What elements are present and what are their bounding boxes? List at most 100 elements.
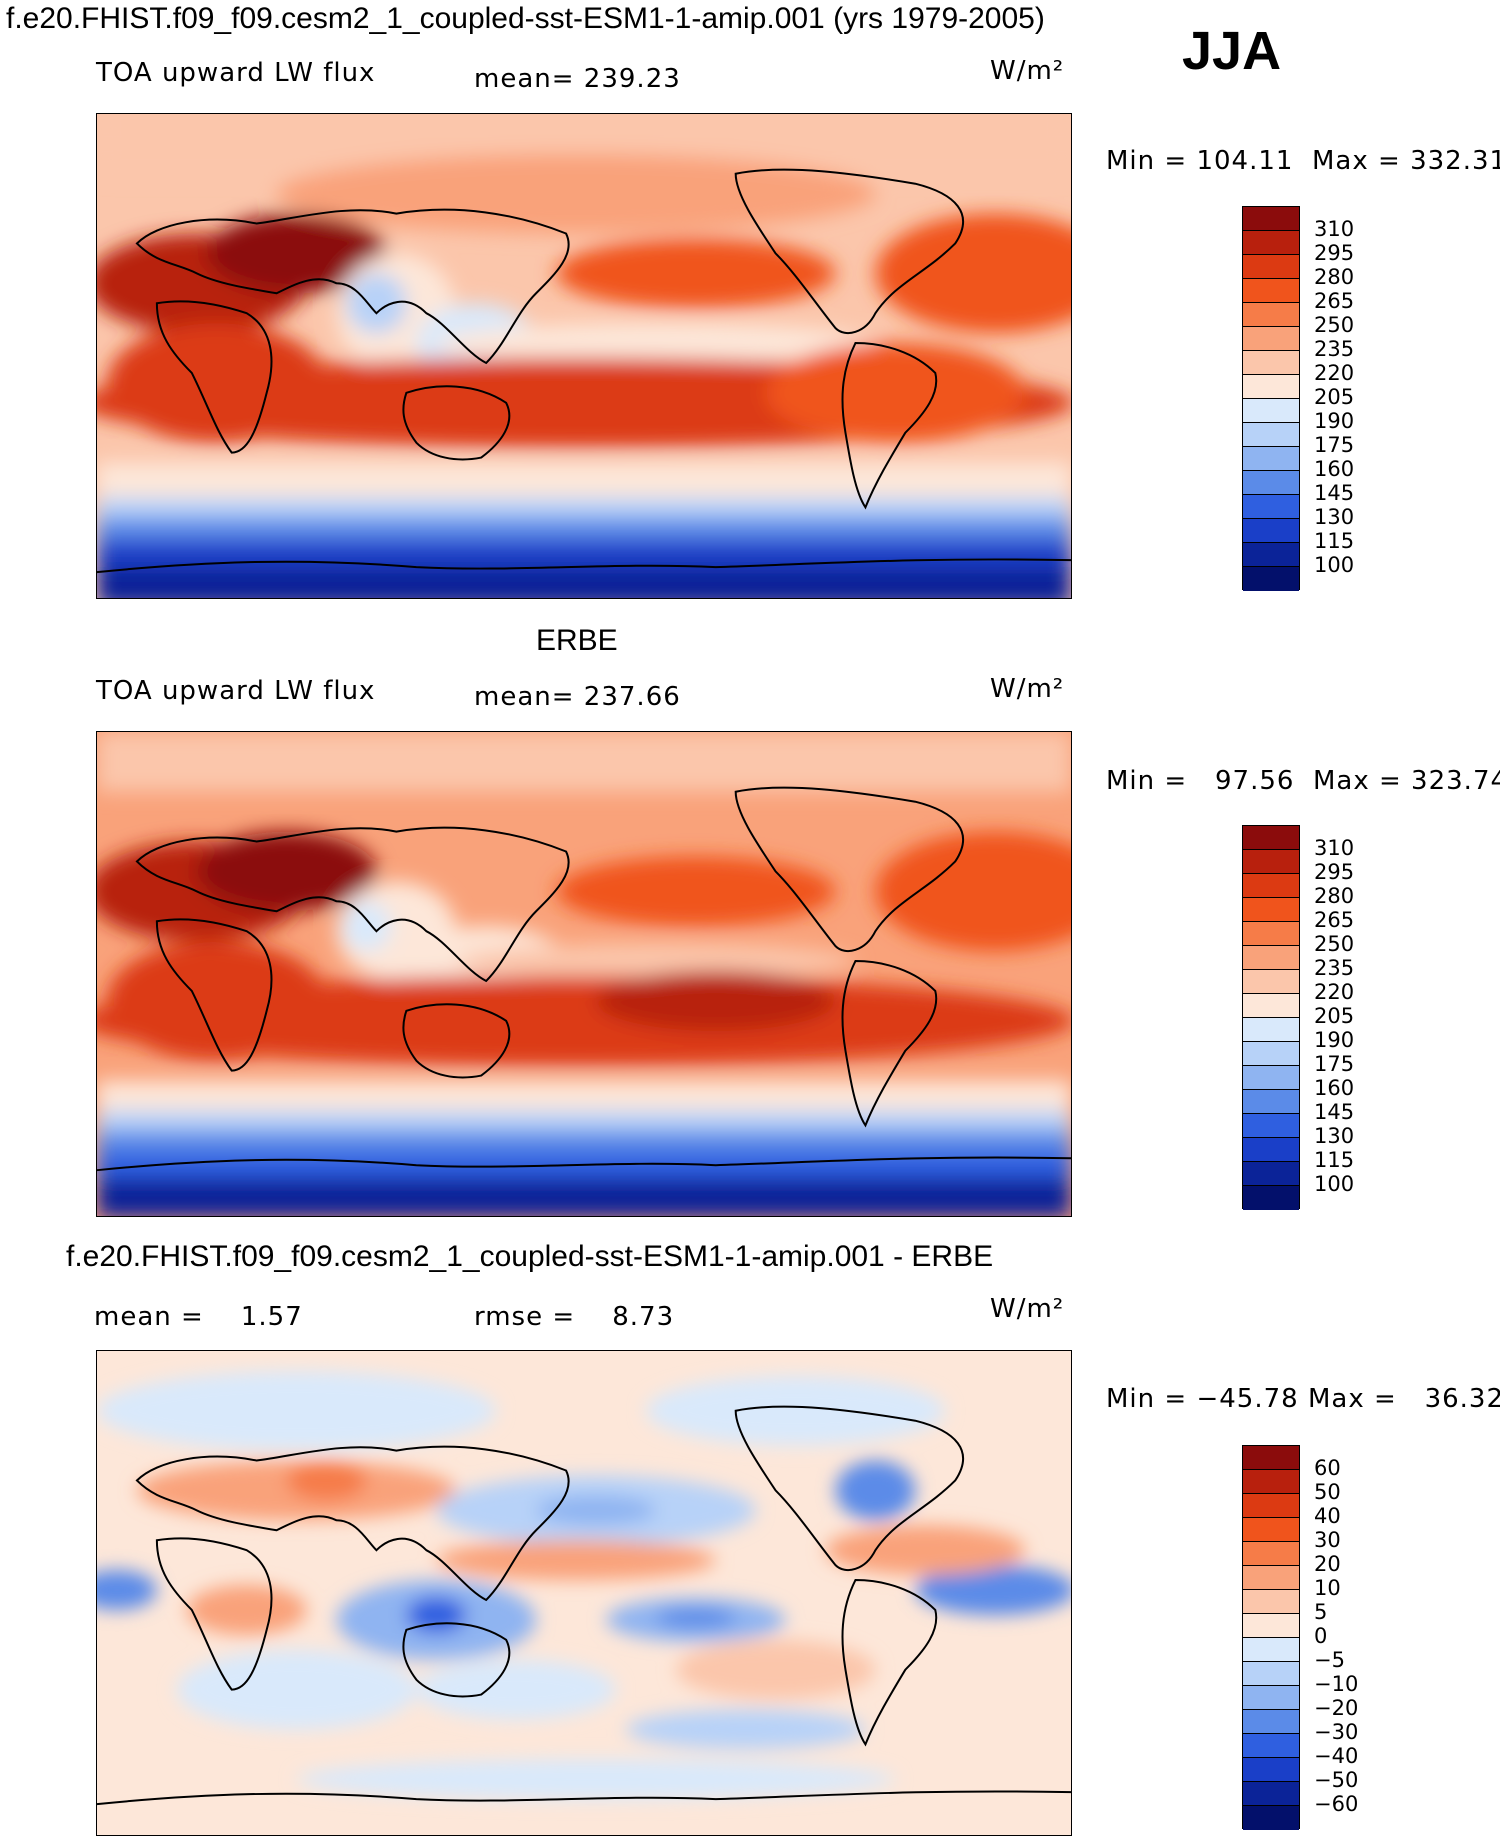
panel2-colorbar-segment	[1243, 850, 1299, 874]
panel3-colorbar-tick-label: 50	[1314, 1480, 1341, 1504]
panel2-colorbar-tick-label: 265	[1314, 908, 1355, 932]
panel1-colorbar-tick-label: 100	[1314, 553, 1355, 577]
panel3-colorbar-segment	[1243, 1494, 1299, 1518]
panel1-colorbar-segment	[1243, 471, 1299, 495]
panel3-colorbar-tick-label: 40	[1314, 1504, 1341, 1528]
antarctica-coastline	[97, 1156, 1071, 1172]
panel1-colorbar-segment	[1243, 255, 1299, 279]
panel3-heading: f.e20.FHIST.f09_f09.cesm2_1_coupled-sst-…	[66, 1240, 994, 1273]
australia-coastline	[402, 1622, 511, 1698]
panel3-colorbar-segment	[1243, 1662, 1299, 1686]
panel1-colorbar-tick-label: 130	[1314, 505, 1355, 529]
panel3-colorbar-tick-label: −50	[1314, 1768, 1359, 1792]
panel3-colorbar-segment	[1243, 1542, 1299, 1566]
panel3-mean: mean = 1.57	[94, 1302, 303, 1332]
panel1-colorbar-tick-label: 115	[1314, 529, 1355, 553]
panel1-map	[96, 113, 1072, 599]
north-america-coastline	[734, 786, 965, 953]
panel2-mean-label: mean=	[474, 682, 575, 712]
panel2-colorbar-tick-label: 100	[1314, 1172, 1355, 1196]
panel2-colorbar-tick-label: 130	[1314, 1124, 1355, 1148]
panel3-min-label: Min	[1106, 1384, 1156, 1414]
panel3-rmse-label: rmse =	[474, 1302, 576, 1332]
panel3-colorbar-tick-label: 5	[1314, 1600, 1328, 1624]
panel1-colorbar-segment	[1243, 447, 1299, 471]
panel1-map-svg	[97, 114, 1071, 598]
panel2-max-label: Max	[1312, 766, 1370, 796]
panel3-colorbar-tick-label: 20	[1314, 1552, 1341, 1576]
panel1-units: W/m²	[990, 56, 1065, 86]
panel1-colorbar-tick-label: 295	[1314, 241, 1355, 265]
australia-coastline	[402, 1003, 511, 1079]
panel2-colorbar-tick-label: 145	[1314, 1100, 1355, 1124]
antarctica-coastline	[97, 1790, 1071, 1806]
panel3-colorbar-tick-label: −40	[1314, 1744, 1359, 1768]
panel1-max-label: Max	[1311, 146, 1369, 176]
panel2-colorbar-segment	[1243, 1186, 1299, 1210]
panel2-colorbar-segment	[1243, 1114, 1299, 1138]
panel1-colorbar-segment	[1243, 327, 1299, 351]
panel2-min-label: Min	[1106, 766, 1156, 796]
panel3-min-value: −45.78	[1196, 1384, 1299, 1414]
panel3-colorbar	[1242, 1445, 1300, 1830]
panel1-colorbar-segment	[1243, 303, 1299, 327]
panel3-colorbar-tick-label: 60	[1314, 1456, 1341, 1480]
africa-coastline	[155, 1537, 273, 1691]
panel2-colorbar-tick-label: 190	[1314, 1028, 1355, 1052]
south-america-coastline	[841, 1579, 938, 1747]
panel1-colorbar-segment	[1243, 207, 1299, 231]
panel2-colorbar-tick-label: 295	[1314, 860, 1355, 884]
panel1-max-value: 332.31	[1410, 146, 1500, 176]
south-america-coastline	[841, 960, 938, 1128]
panel2-colorbar-tick-label: 235	[1314, 956, 1355, 980]
panel2-map-svg	[97, 732, 1071, 1216]
panel3-colorbar-tick-label: −60	[1314, 1792, 1359, 1816]
panel3-max-label: Max	[1307, 1384, 1365, 1414]
panel2-colorbar-segment	[1243, 994, 1299, 1018]
africa-coastline	[155, 300, 273, 454]
panel1-colorbar-segment	[1243, 279, 1299, 303]
panel3-colorbar-segment	[1243, 1686, 1299, 1710]
panel1-mean-value: 239.23	[583, 64, 681, 94]
panel1-colorbar-tick-label: 310	[1314, 217, 1355, 241]
panel3-colorbar-tick-label: −5	[1314, 1648, 1345, 1672]
panel1-colorbar	[1242, 206, 1300, 591]
panel2-colorbar-segment	[1243, 1162, 1299, 1186]
panel3-units: W/m²	[990, 1294, 1065, 1324]
panel2-colorbar-segment	[1243, 1090, 1299, 1114]
panel2-units: W/m²	[990, 674, 1065, 704]
panel1-colorbar-segment	[1243, 351, 1299, 375]
panel3-colorbar-segment	[1243, 1470, 1299, 1494]
panel1-colorbar-tick-label: 250	[1314, 313, 1355, 337]
panel2-colorbar-segment	[1243, 874, 1299, 898]
panel1-colorbar-segment	[1243, 519, 1299, 543]
north-america-coastline	[734, 1405, 965, 1572]
panel1-colorbar-segment	[1243, 375, 1299, 399]
panel2-colorbar-tick-label: 280	[1314, 884, 1355, 908]
panel1-colorbar-segment	[1243, 543, 1299, 567]
panel2-colorbar-tick-label: 220	[1314, 980, 1355, 1004]
south-america-coastline	[841, 342, 938, 510]
panel1-mean-label: mean=	[474, 64, 575, 94]
eurasia-coastline	[135, 826, 570, 983]
panel1-colorbar-segment	[1243, 399, 1299, 423]
panel2-colorbar-segment	[1243, 1042, 1299, 1066]
panel2-variable: TOA upward LW flux	[96, 676, 376, 706]
panel3-rmse: rmse = 8.73	[474, 1302, 674, 1332]
panel1-min-value: 104.11	[1196, 146, 1294, 176]
panel1-colorbar-tick-label: 235	[1314, 337, 1355, 361]
panel3-colorbar-tick-label: −20	[1314, 1696, 1359, 1720]
panel2-colorbar-segment	[1243, 922, 1299, 946]
panel1-colorbar-tick-label: 145	[1314, 481, 1355, 505]
panel2-colorbar-tick-label: 205	[1314, 1004, 1355, 1028]
panel3-colorbar-segment	[1243, 1710, 1299, 1734]
antarctica-coastline	[97, 558, 1071, 574]
panel3-colorbar-segment	[1243, 1566, 1299, 1590]
panel2-colorbar-segment	[1243, 946, 1299, 970]
panel3-colorbar-segment	[1243, 1518, 1299, 1542]
panel1-colorbar-tick-label: 190	[1314, 409, 1355, 433]
panel1-colorbar-tick-label: 205	[1314, 385, 1355, 409]
panel3-rmse-value: 8.73	[612, 1302, 675, 1332]
panel2-colorbar-segment	[1243, 1066, 1299, 1090]
panel1-colorbar-tick-label: 220	[1314, 361, 1355, 385]
